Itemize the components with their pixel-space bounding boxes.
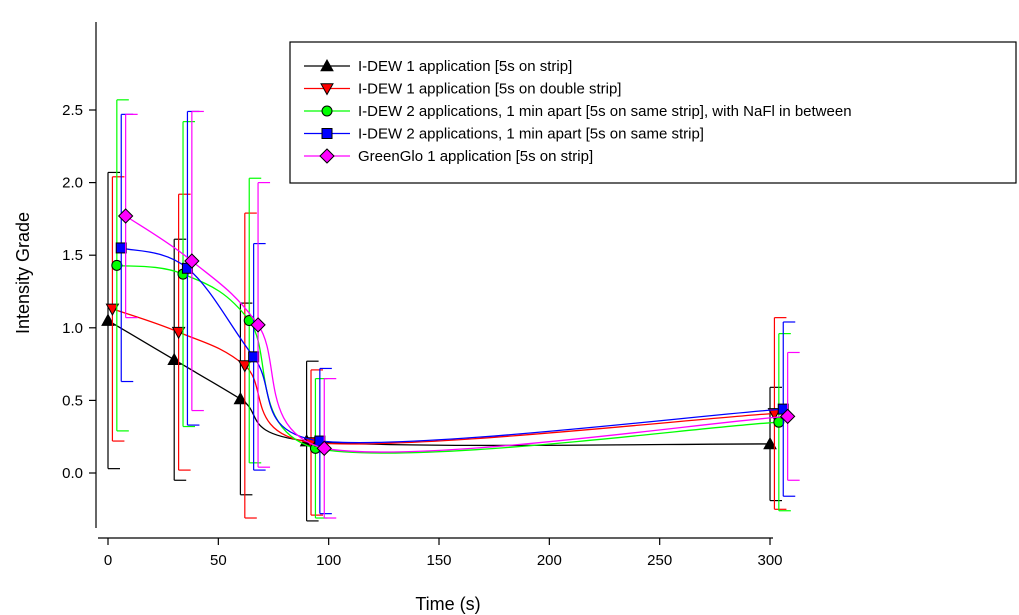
data-point-marker — [248, 351, 260, 363]
data-point-marker — [237, 360, 252, 373]
data-point-marker — [767, 408, 782, 421]
y-tick-label: 1.5 — [62, 247, 83, 264]
data-point-marker — [763, 436, 777, 450]
data-point-marker — [111, 259, 123, 271]
data-point-marker — [779, 408, 796, 425]
data-point-marker — [316, 440, 332, 457]
legend-entry-label: I-DEW 2 applications, 1 min apart [5s on… — [358, 103, 852, 120]
y-tick-label: 2.0 — [62, 175, 83, 192]
x-tick-label: 200 — [537, 552, 562, 569]
data-point-marker — [233, 391, 248, 405]
legend-entry-label: I-DEW 1 application [5s on strip] — [358, 58, 572, 75]
legend-entry-label: I-DEW 2 applications, 1 min apart [5s on… — [358, 126, 704, 143]
series-line — [107, 319, 771, 447]
y-tick-label: 0.5 — [62, 392, 83, 409]
series-group — [101, 171, 783, 522]
x-tick-label: 150 — [426, 552, 451, 569]
series-line — [112, 308, 775, 445]
legend-swatch-marker — [319, 148, 335, 164]
legend-swatch-marker — [321, 105, 333, 117]
data-point-marker — [115, 242, 127, 254]
x-tick-label: 50 — [210, 552, 227, 569]
legend: I-DEW 1 application [5s on strip] I-DEW 1… — [289, 41, 1017, 184]
data-point-marker — [184, 253, 200, 269]
series-line — [125, 215, 788, 453]
x-tick-label: 100 — [316, 552, 341, 569]
x-axis-title: Time (s) — [415, 594, 480, 614]
y-tick-label: 1.0 — [62, 320, 83, 337]
x-tick-label: 250 — [647, 552, 672, 569]
legend-frame — [289, 41, 1017, 184]
y-tick-label: 0.0 — [62, 465, 83, 482]
series-group — [105, 176, 787, 519]
y-axis-title: Intensity Grade — [13, 212, 33, 334]
legend-entry-label: I-DEW 1 application [5s on double strip] — [358, 81, 621, 98]
series-line — [116, 264, 779, 454]
plot-area: 0.0 0.5 1.0 1.5 2.0 2.5 0 50 100 150 200 250 300 — [62, 22, 800, 569]
data-point-marker — [101, 313, 115, 326]
y-tick-label: 2.5 — [62, 102, 83, 119]
x-tick-label: 0 — [104, 552, 112, 569]
data-point-marker — [250, 317, 266, 333]
x-tick-label: 300 — [757, 552, 782, 569]
data-point-marker — [171, 326, 186, 340]
legend-swatch-marker — [320, 58, 334, 72]
data-point-marker — [117, 208, 134, 224]
series-line — [121, 247, 784, 444]
legend-swatch-marker — [320, 83, 334, 96]
legend-entry-label: GreenGlo 1 application [5s on strip] — [358, 148, 593, 165]
data-point-marker — [105, 303, 120, 316]
legend-swatch-marker — [321, 128, 333, 139]
data-point-marker — [167, 352, 182, 366]
series-group — [117, 110, 800, 519]
